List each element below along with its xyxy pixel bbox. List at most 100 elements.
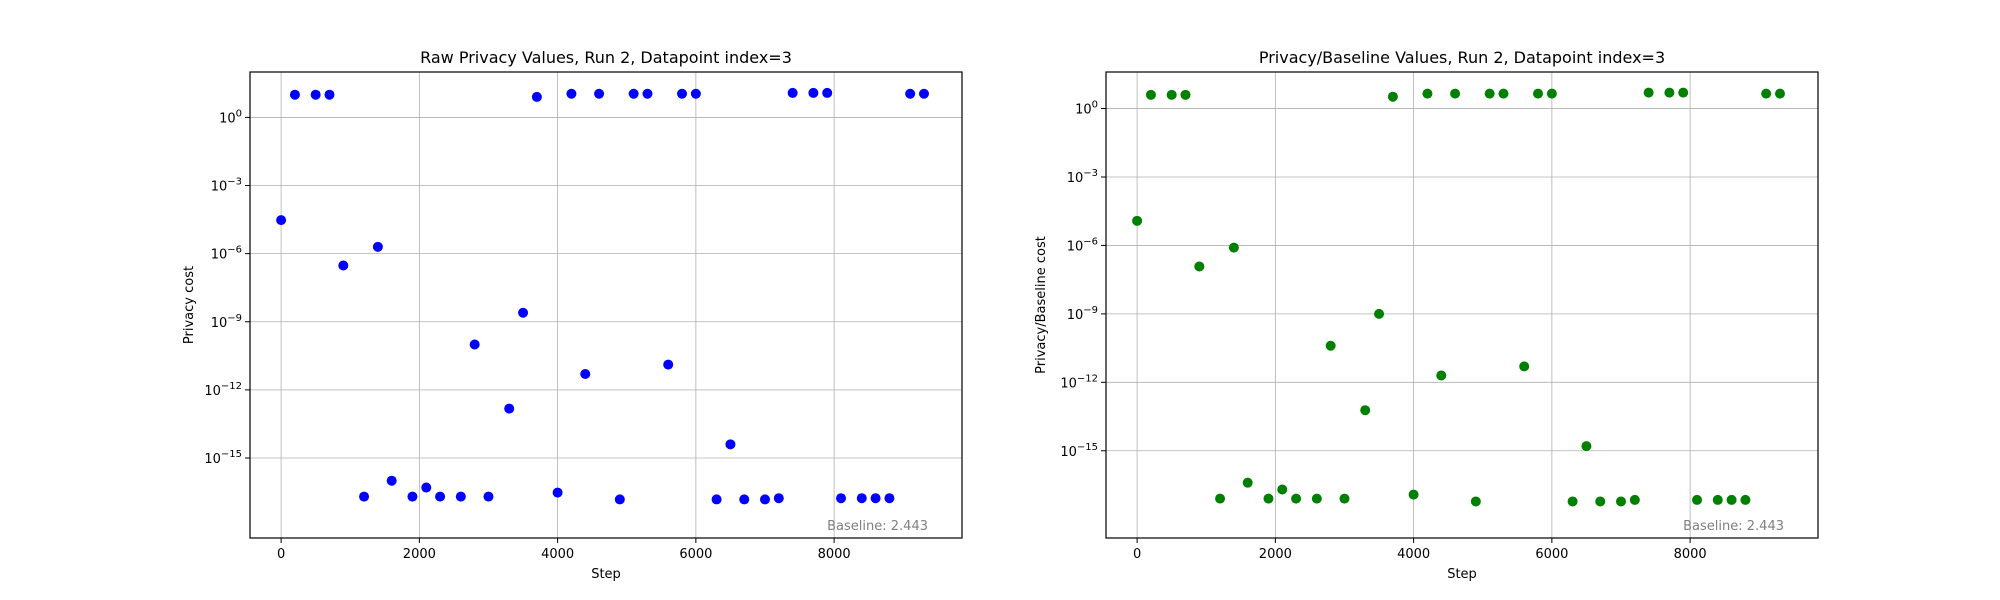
x-axis-label: Step	[1447, 567, 1477, 582]
data-point	[711, 494, 722, 505]
data-point	[822, 87, 833, 98]
data-point	[690, 88, 701, 99]
data-point	[1215, 493, 1226, 504]
x-tick-label: 4000	[541, 547, 574, 562]
data-point	[1387, 91, 1398, 102]
data-point	[1228, 242, 1239, 253]
x-tick-label: 6000	[1535, 547, 1568, 562]
data-point	[1166, 89, 1177, 100]
data-point	[1180, 89, 1191, 100]
data-point	[531, 91, 542, 102]
x-tick-label: 6000	[679, 547, 712, 562]
data-point	[1311, 493, 1322, 504]
chart-title: Privacy/Baseline Values, Run 2, Datapoin…	[1259, 48, 1665, 67]
data-point	[566, 88, 577, 99]
data-point	[580, 369, 591, 380]
data-point	[276, 215, 287, 226]
data-point	[1242, 477, 1253, 488]
data-point	[455, 491, 466, 502]
data-point	[1664, 87, 1675, 98]
x-tick-label: 0	[277, 547, 285, 562]
y-tick-label: 10−3	[211, 177, 242, 195]
data-point	[1712, 494, 1723, 505]
data-point	[1761, 88, 1772, 99]
data-point	[435, 491, 446, 502]
data-point	[1145, 89, 1156, 100]
data-point	[1519, 361, 1530, 372]
data-point	[1692, 494, 1703, 505]
data-point	[1546, 88, 1557, 99]
x-tick-label: 8000	[818, 547, 851, 562]
baseline-annotation: Baseline: 2.443	[1683, 519, 1784, 534]
data-point	[504, 403, 515, 414]
y-tick-label: 10−9	[211, 313, 242, 331]
y-axis-label: Privacy/Baseline cost	[1034, 236, 1049, 374]
data-point	[677, 88, 688, 99]
data-point	[359, 491, 370, 502]
y-tick-label: 10−15	[1060, 442, 1098, 460]
data-point	[289, 89, 300, 100]
data-point	[663, 359, 674, 370]
x-tick-label: 8000	[1674, 547, 1707, 562]
x-axis-label: Step	[591, 567, 621, 582]
chart-title: Raw Privacy Values, Run 2, Datapoint ind…	[420, 48, 792, 67]
data-point	[1422, 88, 1433, 99]
data-point	[1194, 261, 1205, 272]
data-point	[725, 439, 736, 450]
data-point	[1774, 88, 1785, 99]
baseline-annotation: Baseline: 2.443	[827, 519, 928, 534]
data-point	[614, 494, 625, 505]
plot-frame	[249, 71, 963, 539]
x-tick-label: 2000	[403, 547, 436, 562]
data-point	[759, 494, 770, 505]
data-point	[1339, 493, 1350, 504]
data-point	[905, 88, 916, 99]
data-point	[1291, 493, 1302, 504]
data-point	[870, 493, 881, 504]
y-tick-label: 10−15	[204, 449, 242, 467]
data-point	[407, 491, 418, 502]
data-point	[884, 493, 895, 504]
data-point	[1325, 340, 1336, 351]
data-point	[1533, 88, 1544, 99]
data-point	[1360, 405, 1371, 416]
plot-frame	[1105, 71, 1819, 539]
data-point	[773, 493, 784, 504]
data-point	[1484, 88, 1495, 99]
y-tick-label: 10−12	[1060, 373, 1098, 391]
right-chart: 0 2000 4000 6000 8000 100 10−3 10−6 10−9 10−12 10−…	[1034, 48, 1819, 582]
y-tick-label: 10−12	[204, 381, 242, 399]
data-point	[739, 494, 750, 505]
data-point	[1643, 87, 1654, 98]
data-point	[552, 487, 563, 498]
data-point	[1740, 494, 1751, 505]
data-point	[1450, 88, 1461, 99]
data-point	[338, 260, 349, 271]
data-point	[310, 89, 321, 100]
x-tick-label: 0	[1133, 547, 1141, 562]
y-tick-label: 10−9	[1067, 305, 1098, 323]
x-tick-label: 2000	[1259, 547, 1292, 562]
data-point	[1498, 88, 1509, 99]
data-point	[642, 88, 653, 99]
data-point	[1678, 87, 1689, 98]
data-point	[1436, 370, 1447, 381]
data-point	[856, 493, 867, 504]
data-point	[1629, 494, 1640, 505]
data-point	[1726, 494, 1737, 505]
y-tick-label: 10−6	[1067, 236, 1098, 254]
x-tick-label: 4000	[1397, 547, 1430, 562]
data-point	[918, 88, 929, 99]
data-point	[787, 87, 798, 98]
y-tick-label: 10−6	[211, 245, 242, 263]
data-point	[594, 88, 605, 99]
data-point	[1595, 496, 1606, 507]
data-point	[836, 493, 847, 504]
data-point	[483, 491, 494, 502]
y-tick-label: 100	[1075, 100, 1098, 118]
data-point	[1581, 441, 1592, 452]
data-point	[469, 339, 480, 350]
data-point	[1132, 215, 1143, 226]
data-point	[518, 307, 529, 318]
